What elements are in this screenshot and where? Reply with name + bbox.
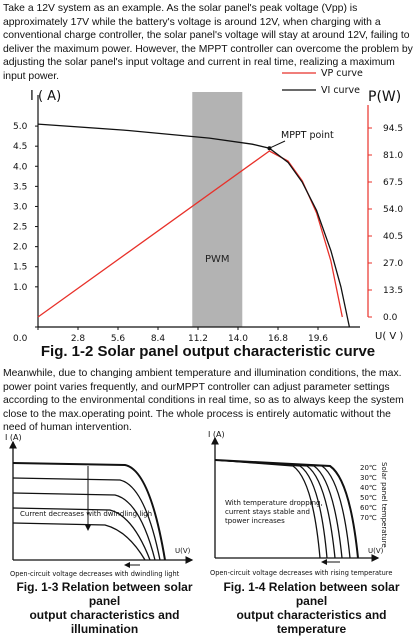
- x-tick-label: 14.0: [228, 334, 248, 344]
- caption-line: Fig. 1-3 Relation between solar panel: [16, 580, 193, 608]
- side-label: Solar panel temperature: [380, 462, 388, 548]
- curve: [12, 507, 151, 561]
- figures: PWM I ( A) P(W) U( V ) 0.0 2.8 5.6 8.4 11.2 14.0 1…: [5, 68, 403, 578]
- y-tick-label: 5.0: [13, 122, 28, 132]
- series-line: [37, 123, 351, 328]
- pwm-band: [192, 92, 243, 327]
- curve: [12, 477, 161, 561]
- y-tick-label: 3.5: [13, 182, 27, 192]
- x-tick-label: 5.6: [111, 334, 126, 344]
- axis-label: I (A): [5, 433, 22, 442]
- note: Open-circuit voltage decreases with risi…: [210, 569, 392, 577]
- curve: [12, 462, 166, 561]
- y2-tick-label: 81.0: [383, 151, 403, 161]
- annotation: MPPT point: [281, 130, 334, 141]
- curve: [12, 522, 146, 561]
- y-tick-label: 1.5: [13, 263, 27, 273]
- curve: [214, 459, 359, 559]
- y2-axis-label: P(W): [368, 89, 401, 105]
- curve: [214, 459, 351, 559]
- y2-tick-label: 67.5: [383, 178, 403, 188]
- x-tick-label: 0.0: [13, 334, 28, 344]
- note: current stays stable and: [225, 508, 310, 516]
- main-chart: PWM I ( A) P(W) U( V ) 0.0 2.8 5.6 8.4 11.2 14.0 1…: [13, 68, 403, 344]
- caption-line: Fig. 1-4 Relation between solar panel: [223, 580, 400, 608]
- y2-tick-label: 94.5: [383, 124, 403, 134]
- y-tick-label: 1.0: [13, 283, 28, 293]
- figure-3: [9, 440, 194, 568]
- y2-tick-label: 0.0: [383, 313, 398, 323]
- temperature-label: 40℃: [360, 484, 377, 492]
- y-tick-label: 2.0: [13, 243, 28, 253]
- x-axis-label: U( V ): [375, 331, 403, 342]
- y-axis-label: I ( A): [30, 89, 61, 104]
- y-tick-label: 2.5: [13, 223, 27, 233]
- x-tick-label: 19.6: [308, 334, 328, 344]
- x-tick-label: 16.8: [268, 334, 288, 344]
- figure-4: [211, 436, 380, 565]
- temperature-label: 70℃: [360, 514, 377, 522]
- x-tick-label: 2.8: [71, 334, 86, 344]
- note: With temperature dropping,: [225, 499, 323, 507]
- legend-label: VI curve: [321, 85, 360, 96]
- curve: [12, 492, 156, 561]
- axis-label: U(V): [175, 547, 191, 555]
- y2-tick-label: 40.5: [383, 232, 403, 242]
- temperature-label: 50℃: [360, 494, 377, 502]
- caption: Fig. 1-2 Solar panel output characterist…: [40, 343, 376, 360]
- series-line: [37, 150, 343, 318]
- temperature-label: 20℃: [360, 464, 377, 472]
- temperature-label: 60℃: [360, 504, 377, 512]
- note: tpower increases: [225, 517, 285, 525]
- x-tick-label: 8.4: [151, 334, 166, 344]
- note: Open-circuit voltage decreases with dwin…: [10, 570, 180, 578]
- x-tick-label: 11.2: [188, 334, 208, 344]
- temperature-label: 30℃: [360, 474, 377, 482]
- axis-label: I (A): [208, 430, 225, 439]
- y-tick-label: 4.0: [13, 162, 28, 172]
- y-tick-label: 4.5: [13, 142, 27, 152]
- y-tick-label: 3.0: [13, 202, 28, 212]
- paragraph: Take a 12V system as an example. As the …: [3, 3, 413, 82]
- y2-tick-label: 13.5: [383, 286, 403, 296]
- curve: [214, 459, 321, 559]
- legend-label: VP curve: [321, 68, 363, 79]
- y2-tick-label: 54.0: [383, 205, 403, 215]
- curve: [214, 459, 336, 559]
- paragraph: Meanwhile, due to changing ambient tempe…: [3, 368, 404, 434]
- axis-label: U(V): [368, 547, 384, 555]
- band-label: PWM: [205, 254, 230, 265]
- curve: [214, 459, 343, 559]
- note: Current decreases with dwindling ligh: [20, 510, 152, 518]
- annotation-leader: [269, 140, 286, 149]
- page: Take a 12V system as an example. As the …: [3, 3, 413, 636]
- y2-tick-label: 27.0: [383, 259, 403, 269]
- curve: [214, 459, 328, 559]
